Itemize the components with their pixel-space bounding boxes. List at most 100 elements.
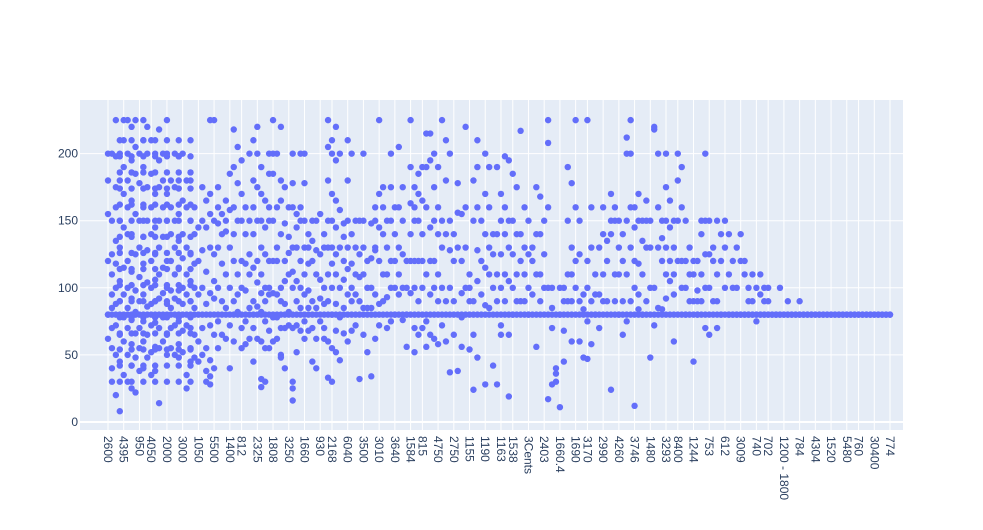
data-point[interactable]: [340, 233, 347, 241]
data-point[interactable]: [427, 157, 434, 164]
data-point[interactable]: [706, 284, 713, 292]
data-point[interactable]: [128, 249, 135, 257]
data-point[interactable]: [151, 281, 159, 289]
data-point[interactable]: [238, 190, 245, 198]
data-point[interactable]: [537, 298, 544, 305]
data-point[interactable]: [340, 304, 347, 312]
data-point[interactable]: [128, 233, 135, 241]
data-point[interactable]: [482, 230, 489, 238]
data-point[interactable]: [226, 244, 234, 251]
data-point[interactable]: [246, 335, 253, 342]
data-point[interactable]: [112, 260, 120, 267]
data-point[interactable]: [423, 163, 430, 171]
data-point[interactable]: [175, 281, 182, 289]
data-point[interactable]: [297, 204, 304, 211]
data-point[interactable]: [163, 378, 171, 385]
data-point[interactable]: [313, 247, 320, 254]
data-point[interactable]: [289, 385, 296, 392]
data-point[interactable]: [175, 378, 182, 385]
data-point[interactable]: [120, 224, 127, 231]
data-point[interactable]: [320, 230, 328, 238]
data-point[interactable]: [372, 291, 379, 298]
data-point[interactable]: [285, 249, 292, 257]
data-point[interactable]: [328, 150, 336, 157]
data-point[interactable]: [293, 298, 300, 305]
data-point[interactable]: [238, 157, 245, 164]
data-point[interactable]: [505, 277, 513, 285]
data-point[interactable]: [167, 177, 175, 184]
data-point[interactable]: [242, 287, 249, 294]
data-point[interactable]: [214, 344, 222, 352]
data-point[interactable]: [116, 137, 123, 144]
data-point[interactable]: [167, 304, 175, 312]
data-point[interactable]: [273, 150, 281, 157]
data-point[interactable]: [493, 163, 501, 171]
data-point[interactable]: [886, 311, 894, 318]
data-point[interactable]: [348, 150, 355, 157]
data-point[interactable]: [517, 127, 524, 135]
data-point[interactable]: [344, 244, 351, 251]
data-point[interactable]: [187, 314, 194, 321]
data-point[interactable]: [387, 183, 395, 191]
data-point[interactable]: [277, 354, 285, 361]
data-point[interactable]: [509, 251, 516, 258]
data-point[interactable]: [128, 314, 135, 321]
data-point[interactable]: [120, 291, 127, 298]
data-point[interactable]: [261, 298, 269, 305]
data-point[interactable]: [560, 284, 568, 292]
data-point[interactable]: [328, 344, 336, 352]
data-point[interactable]: [509, 284, 516, 292]
data-point[interactable]: [112, 322, 120, 329]
data-point[interactable]: [741, 271, 748, 278]
data-point[interactable]: [698, 298, 705, 305]
data-point[interactable]: [128, 153, 135, 160]
data-point[interactable]: [670, 291, 678, 298]
data-point[interactable]: [776, 284, 784, 292]
data-point[interactable]: [116, 233, 123, 241]
data-point[interactable]: [297, 257, 304, 265]
data-point[interactable]: [175, 169, 182, 176]
data-point[interactable]: [254, 123, 261, 131]
data-point[interactable]: [364, 348, 371, 356]
data-point[interactable]: [199, 217, 206, 224]
data-point[interactable]: [580, 291, 587, 298]
data-point[interactable]: [407, 230, 414, 238]
data-point[interactable]: [340, 330, 347, 337]
data-point[interactable]: [442, 137, 450, 144]
data-point[interactable]: [615, 217, 623, 224]
data-point[interactable]: [218, 210, 226, 218]
data-point[interactable]: [140, 116, 147, 124]
data-point[interactable]: [108, 365, 116, 372]
data-point[interactable]: [572, 204, 579, 211]
data-point[interactable]: [470, 177, 477, 184]
data-point[interactable]: [749, 271, 756, 278]
data-point[interactable]: [230, 298, 237, 305]
data-point[interactable]: [218, 260, 226, 267]
data-point[interactable]: [332, 300, 340, 308]
data-point[interactable]: [222, 335, 230, 342]
data-point[interactable]: [171, 322, 179, 329]
data-point[interactable]: [116, 249, 123, 257]
data-point[interactable]: [187, 298, 194, 305]
data-point[interactable]: [238, 344, 245, 352]
data-point[interactable]: [533, 183, 540, 191]
data-point[interactable]: [395, 244, 402, 251]
data-point[interactable]: [151, 276, 159, 283]
data-point[interactable]: [155, 157, 163, 164]
data-point[interactable]: [151, 153, 159, 160]
data-point[interactable]: [497, 251, 505, 258]
data-point[interactable]: [430, 183, 438, 191]
data-point[interactable]: [242, 230, 249, 238]
data-point[interactable]: [434, 340, 442, 348]
data-point[interactable]: [313, 365, 320, 372]
data-point[interactable]: [206, 244, 214, 251]
data-point[interactable]: [544, 139, 552, 147]
data-point[interactable]: [120, 190, 127, 198]
data-point[interactable]: [529, 244, 536, 251]
data-point[interactable]: [261, 378, 269, 385]
data-point[interactable]: [328, 311, 336, 318]
data-point[interactable]: [206, 381, 214, 388]
data-point[interactable]: [360, 331, 367, 338]
data-point[interactable]: [627, 116, 634, 124]
data-point[interactable]: [411, 284, 418, 292]
